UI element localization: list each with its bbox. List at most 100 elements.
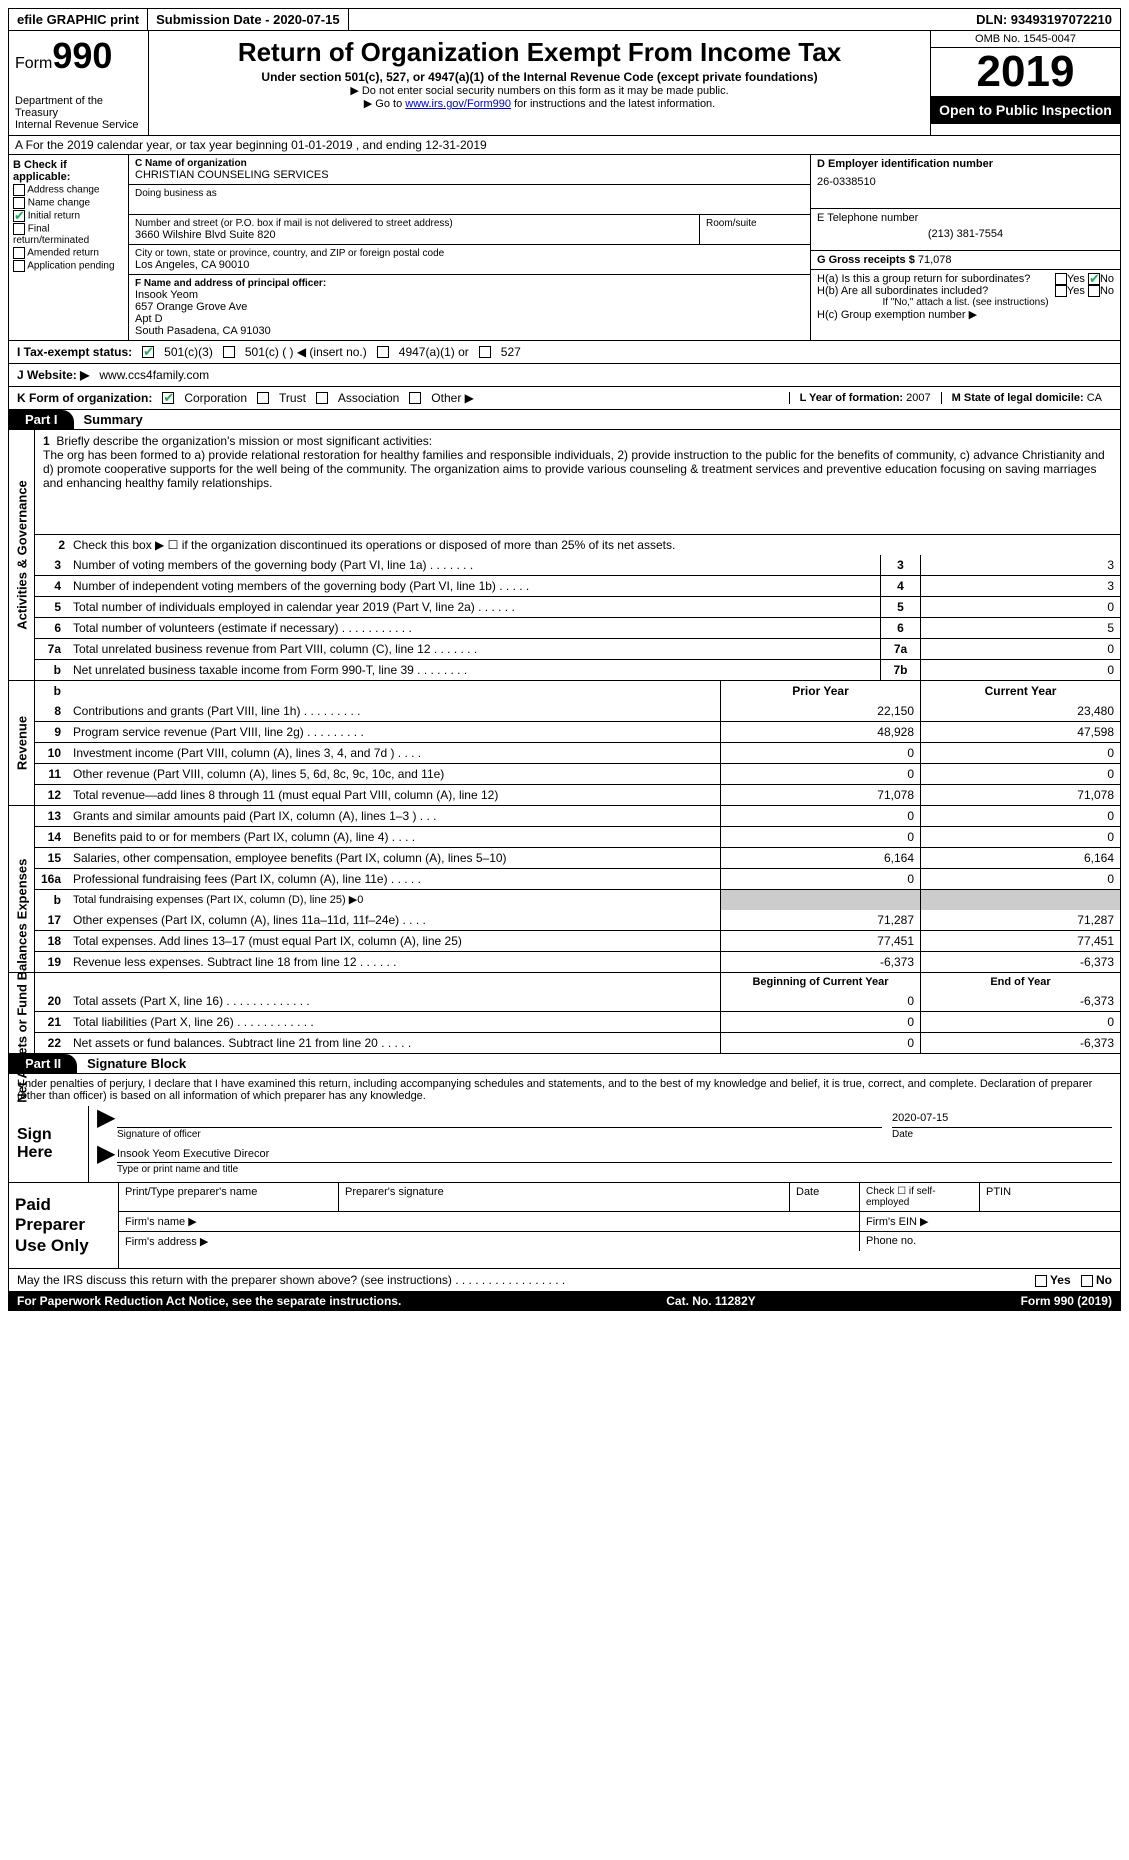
line-value: 0 [920,639,1120,659]
discuss-no-checkbox[interactable] [1081,1275,1093,1287]
box-b-item: Name change [13,197,124,209]
summary-line: 10Investment income (Part VIII, column (… [35,742,1120,763]
current-year-value: 0 [920,743,1120,763]
website-value: www.ccs4family.com [99,368,209,382]
firm-name-label: Firm's name ▶ [119,1212,860,1231]
firm-ein-label: Firm's EIN ▶ [860,1212,1120,1231]
summary-line: 14Benefits paid to or for members (Part … [35,826,1120,847]
k-corp-checkbox[interactable] [162,392,174,404]
prior-year-value: 48,928 [720,722,920,742]
prep-sig-label: Preparer's signature [339,1183,790,1211]
part1-header: Part I Summary [8,410,1121,430]
current-year-value: 77,451 [920,931,1120,951]
prior-year-value: 0 [720,991,920,1011]
box-b-checkbox[interactable] [13,247,25,259]
k-trust-checkbox[interactable] [257,392,269,404]
current-year-value: 0 [920,764,1120,784]
current-year-value: 23,480 [920,701,1120,721]
current-year-value: 6,164 [920,848,1120,868]
street-label: Number and street (or P.O. box if mail i… [135,218,693,229]
summary-line: 18Total expenses. Add lines 13–17 (must … [35,930,1120,951]
vtab-revenue: Revenue [14,716,29,770]
box-b-checkbox[interactable] [13,260,25,272]
discuss-yes-checkbox[interactable] [1035,1275,1047,1287]
box-b-checkbox[interactable] [13,210,25,222]
typed-label: Type or print name and title [117,1162,1112,1175]
prep-date-label: Date [790,1183,860,1211]
part1-tab: Part I [9,410,74,429]
header-begin-year: Beginning of Current Year [720,973,920,991]
box-c-name-label: C Name of organization [135,158,247,169]
summary-line: 11Other revenue (Part VIII, column (A), … [35,763,1120,784]
yes-label: Yes [1067,273,1085,285]
status-501c-checkbox[interactable] [223,346,235,358]
website-label: J Website: ▶ [17,368,89,382]
line-value: 5 [920,618,1120,638]
k-assoc-checkbox[interactable] [316,392,328,404]
line1-label: Briefly describe the organization's miss… [56,434,432,448]
discuss-text: May the IRS discuss this return with the… [17,1273,1035,1287]
k-other-checkbox[interactable] [409,392,421,404]
hb-yes-checkbox[interactable] [1055,285,1067,297]
current-year-value: 71,287 [920,910,1120,930]
summary-line: 15Salaries, other compensation, employee… [35,847,1120,868]
paid-preparer-label: Paid Preparer Use Only [9,1183,119,1268]
prep-name-label: Print/Type preparer's name [119,1183,339,1211]
status-501c3-checkbox[interactable] [142,346,154,358]
header-end-year: End of Year [920,973,1120,991]
mission-text: The org has been formed to a) provide re… [43,448,1105,490]
status-label: I Tax-exempt status: [17,345,132,359]
line2-text: Check this box ▶ ☐ if the organization d… [73,538,1114,552]
goto-pre: ▶ Go to [364,98,405,110]
status-527-checkbox[interactable] [479,346,491,358]
form-title: Return of Organization Exempt From Incom… [155,37,924,68]
firm-addr-label: Firm's address ▶ [119,1232,860,1251]
omb-number: OMB No. 1545-0047 [931,31,1120,48]
submission-date: Submission Date - 2020-07-15 [148,9,349,30]
summary-line: 8Contributions and grants (Part VIII, li… [35,701,1120,721]
sig-date-label: Date [892,1127,1112,1140]
ein-value: 26-0338510 [817,170,1114,188]
box-b-checkbox[interactable] [13,184,25,196]
sign-here-block: Sign Here ▶ 2020-07-15 Signature of offi… [8,1106,1121,1183]
summary-line: 17Other expenses (Part IX, column (A), l… [35,910,1120,930]
vtab-expenses: Expenses [14,859,29,920]
box-g-label: G Gross receipts $ [817,254,915,266]
summary-line: 4Number of independent voting members of… [35,575,1120,596]
tax-year: 2019 [931,48,1120,96]
summary-line: 5Total number of individuals employed in… [35,596,1120,617]
hb-no-checkbox[interactable] [1088,285,1100,297]
ha-label: H(a) Is this a group return for subordin… [817,273,1055,285]
box-b-checkbox[interactable] [13,223,25,235]
line-value: 3 [920,576,1120,596]
footer: For Paperwork Reduction Act Notice, see … [8,1292,1121,1311]
ha-no-checkbox[interactable] [1088,273,1100,285]
department: Department of the Treasury Internal Reve… [15,95,142,131]
current-year-value: 0 [920,806,1120,826]
irs-link[interactable]: www.irs.gov/Form990 [405,98,511,110]
summary-line: 22Net assets or fund balances. Subtract … [35,1032,1120,1053]
current-year-value: -6,373 [920,991,1120,1011]
current-year-value: 0 [920,869,1120,889]
typed-name: Insook Yeom Executive Direcor [117,1148,1112,1160]
goto-post: for instructions and the latest informat… [511,98,715,110]
org-name: CHRISTIAN COUNSELING SERVICES [135,169,804,181]
part2-header: Part II Signature Block [8,1054,1121,1074]
footer-right: Form 990 (2019) [1021,1294,1112,1308]
prior-year-value: 0 [720,806,920,826]
summary-line: 9Program service revenue (Part VIII, lin… [35,721,1120,742]
sig-officer-label: Signature of officer [117,1127,882,1140]
box-b-item: Final return/terminated [13,223,124,246]
prior-year-value: 22,150 [720,701,920,721]
prior-year-value: 0 [720,764,920,784]
prior-year-value: -6,373 [720,952,920,972]
summary-line: 7aTotal unrelated business revenue from … [35,638,1120,659]
line-box: 7a [880,639,920,659]
section-expenses: Expenses 13Grants and similar amounts pa… [8,806,1121,973]
ha-yes-checkbox[interactable] [1055,273,1067,285]
room-label: Room/suite [706,218,804,229]
hb-note: If "No," attach a list. (see instruction… [817,297,1114,308]
summary-line: 12Total revenue—add lines 8 through 11 (… [35,784,1120,805]
status-4947-checkbox[interactable] [377,346,389,358]
prior-year-value: 0 [720,827,920,847]
